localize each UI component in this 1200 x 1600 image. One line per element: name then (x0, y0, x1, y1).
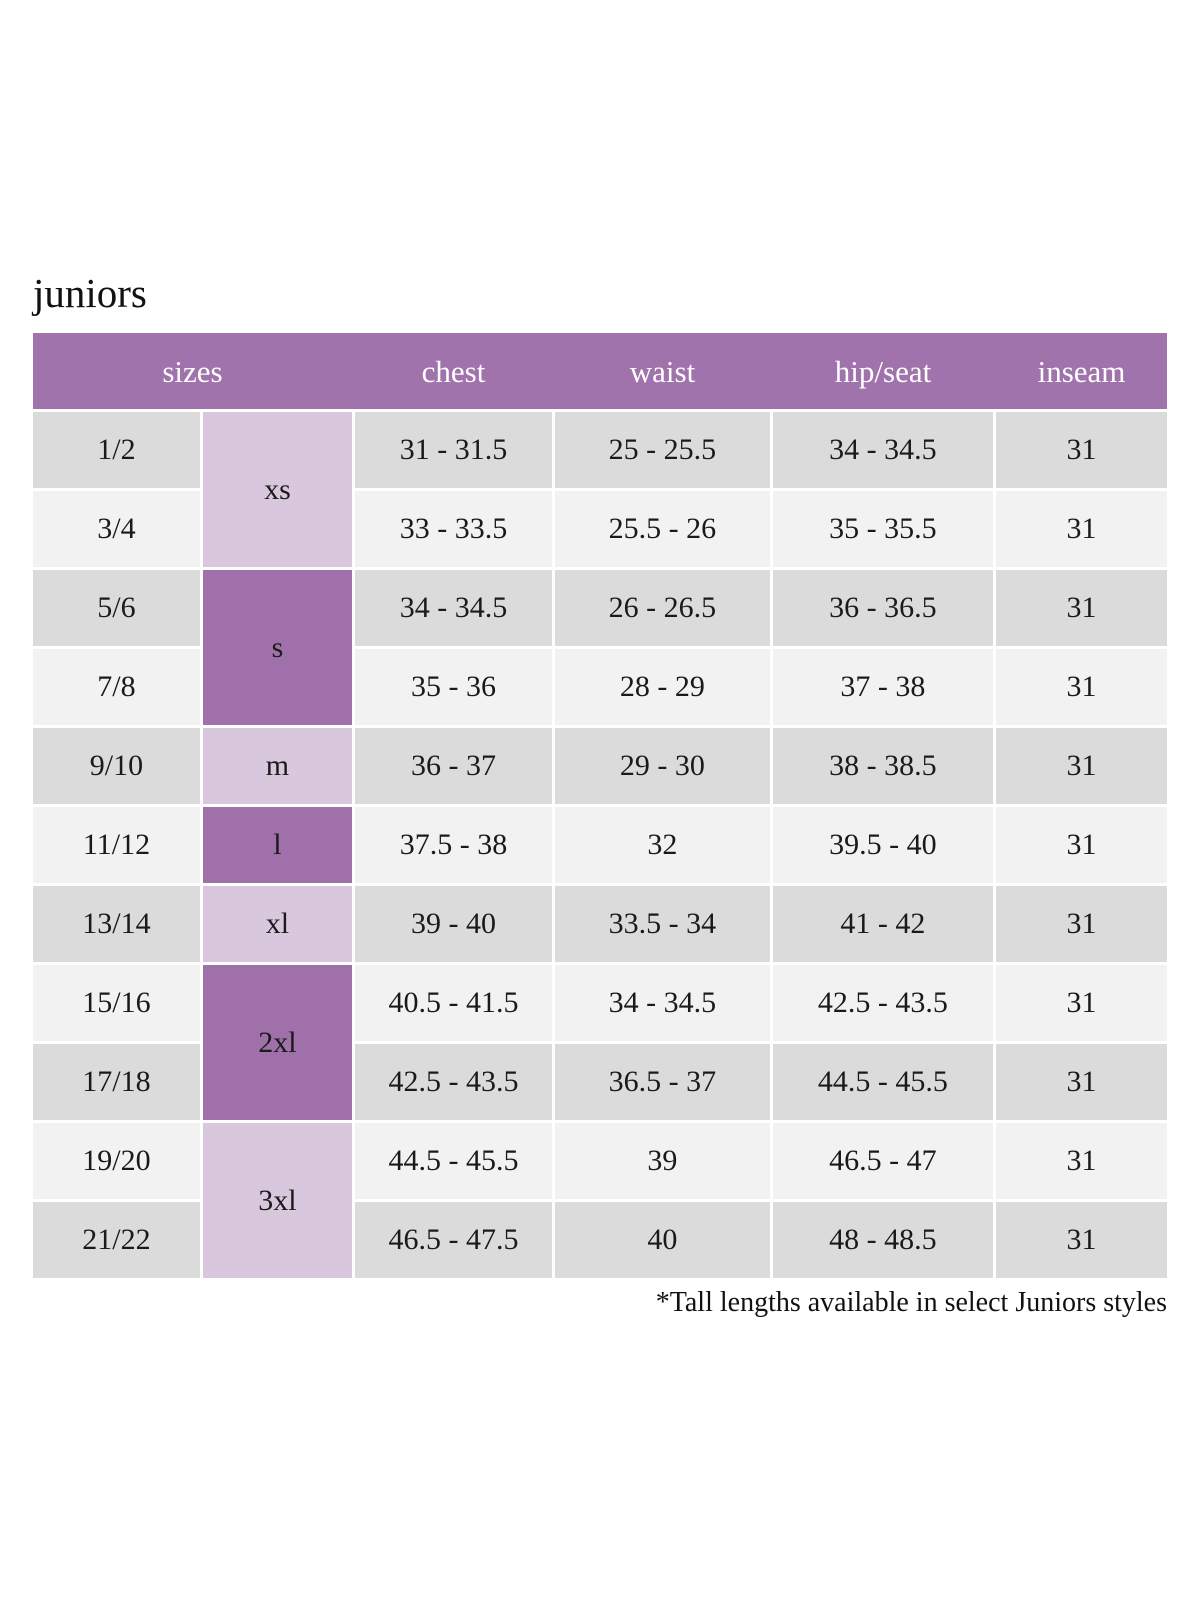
table-row: 7/8 35 - 36 28 - 29 37 - 38 31 (33, 649, 1167, 726)
waist-cell: 28 - 29 (554, 649, 770, 726)
table-row: 11/12 l 37.5 - 38 32 39.5 - 40 31 (33, 807, 1167, 884)
hip-seat-cell: 39.5 - 40 (772, 807, 993, 884)
inseam-cell: 31 (995, 807, 1167, 884)
size-cell: 17/18 (33, 1044, 200, 1121)
column-header-sizes: sizes (162, 353, 223, 389)
page-title: juniors (33, 270, 147, 316)
size-cell: 19/20 (33, 1123, 200, 1200)
size-chart-page: juniors sizes chest waist hip/seat insea… (30, 270, 1170, 1319)
inseam-cell: 31 (995, 491, 1167, 568)
chest-cell: 34 - 34.5 (355, 570, 552, 647)
table-row: 9/10 m 36 - 37 29 - 30 38 - 38.5 31 (33, 728, 1167, 805)
chest-cell: 35 - 36 (355, 649, 552, 726)
size-cell: 9/10 (33, 728, 200, 805)
table-header-row: sizes chest waist hip/seat inseam (33, 333, 1167, 410)
column-header-inseam: inseam (1037, 353, 1126, 389)
waist-cell: 33.5 - 34 (554, 886, 770, 963)
hip-seat-cell: 37 - 38 (772, 649, 993, 726)
hip-seat-cell: 36 - 36.5 (772, 570, 993, 647)
inseam-cell: 31 (995, 1123, 1167, 1200)
inseam-cell: 31 (995, 412, 1167, 489)
size-cell: 1/2 (33, 412, 200, 489)
waist-cell: 36.5 - 37 (554, 1044, 770, 1121)
chest-cell: 46.5 - 47.5 (355, 1202, 552, 1279)
waist-cell: 25 - 25.5 (554, 412, 770, 489)
chest-cell: 37.5 - 38 (355, 807, 552, 884)
waist-cell: 34 - 34.5 (554, 965, 770, 1042)
table-row: 21/22 46.5 - 47.5 40 48 - 48.5 31 (33, 1202, 1167, 1279)
table-row: 13/14 xl 39 - 40 33.5 - 34 41 - 42 31 (33, 886, 1167, 963)
hip-seat-cell: 42.5 - 43.5 (772, 965, 993, 1042)
size-cell: 3/4 (33, 491, 200, 568)
chest-cell: 40.5 - 41.5 (355, 965, 552, 1042)
chest-cell: 39 - 40 (355, 886, 552, 963)
inseam-cell: 31 (995, 728, 1167, 805)
size-cell: 21/22 (33, 1202, 200, 1279)
inseam-cell: 31 (995, 1202, 1167, 1279)
footnote: *Tall lengths available in select Junior… (655, 1287, 1167, 1319)
waist-cell: 26 - 26.5 (554, 570, 770, 647)
size-cell: 7/8 (33, 649, 200, 726)
table-row: 19/20 3xl 44.5 - 45.5 39 46.5 - 47 31 (33, 1123, 1167, 1279)
hip-seat-cell: 44.5 - 45.5 (772, 1044, 993, 1121)
size-group-xs: xs (202, 412, 352, 568)
chest-cell: 33 - 33.5 (355, 491, 552, 568)
waist-cell: 39 (554, 1123, 770, 1200)
size-group-l: l (202, 807, 352, 884)
table-row: 17/18 42.5 - 43.5 36.5 - 37 44.5 - 45.5 … (33, 1044, 1167, 1121)
size-group-2xl: 2xl (202, 965, 352, 1121)
chest-cell: 36 - 37 (355, 728, 552, 805)
size-cell: 13/14 (33, 886, 200, 963)
hip-seat-cell: 41 - 42 (772, 886, 993, 963)
size-group-m: m (202, 728, 352, 805)
hip-seat-cell: 48 - 48.5 (772, 1202, 993, 1279)
chest-cell: 31 - 31.5 (355, 412, 552, 489)
table-row: 15/16 2xl 40.5 - 41.5 34 - 34.5 42.5 - 4… (33, 965, 1167, 1121)
size-cell: 5/6 (33, 570, 200, 647)
size-group-xl: xl (202, 886, 352, 963)
waist-cell: 29 - 30 (554, 728, 770, 805)
juniors-size-table: 1/2 xs 31 - 31.5 25 - 25.5 34 - 34.5 31 … (30, 409, 1170, 1281)
inseam-cell: 31 (995, 570, 1167, 647)
inseam-cell: 31 (995, 886, 1167, 963)
inseam-cell: 31 (995, 1044, 1167, 1121)
table-row: 5/6 s 34 - 34.5 26 - 26.5 36 - 36.5 31 (33, 570, 1167, 726)
chest-cell: 42.5 - 43.5 (355, 1044, 552, 1121)
hip-seat-cell: 38 - 38.5 (772, 728, 993, 805)
column-header-hip-seat: hip/seat (834, 353, 932, 389)
waist-cell: 25.5 - 26 (554, 491, 770, 568)
inseam-cell: 31 (995, 965, 1167, 1042)
chest-cell: 44.5 - 45.5 (355, 1123, 552, 1200)
table-row: 1/2 xs 31 - 31.5 25 - 25.5 34 - 34.5 31 (33, 412, 1167, 568)
table-row: 3/4 33 - 33.5 25.5 - 26 35 - 35.5 31 (33, 491, 1167, 568)
hip-seat-cell: 34 - 34.5 (772, 412, 993, 489)
size-cell: 11/12 (33, 807, 200, 884)
hip-seat-cell: 46.5 - 47 (772, 1123, 993, 1200)
waist-cell: 32 (554, 807, 770, 884)
waist-cell: 40 (554, 1202, 770, 1279)
column-header-waist: waist (629, 353, 696, 389)
size-group-s: s (202, 570, 352, 726)
column-header-chest: chest (421, 353, 486, 389)
inseam-cell: 31 (995, 649, 1167, 726)
size-cell: 15/16 (33, 965, 200, 1042)
hip-seat-cell: 35 - 35.5 (772, 491, 993, 568)
size-group-3xl: 3xl (202, 1123, 352, 1279)
